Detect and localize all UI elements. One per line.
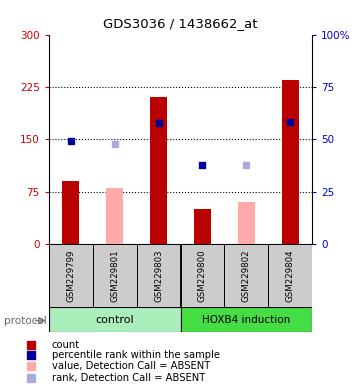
Text: GSM229799: GSM229799 <box>66 249 75 302</box>
Text: GSM229804: GSM229804 <box>286 249 295 302</box>
Text: count: count <box>52 339 80 350</box>
Text: value, Detection Call = ABSENT: value, Detection Call = ABSENT <box>52 361 210 371</box>
Bar <box>238 202 255 244</box>
Bar <box>180 244 225 307</box>
Text: percentile rank within the sample: percentile rank within the sample <box>52 350 219 360</box>
Text: GSM229800: GSM229800 <box>198 249 207 302</box>
Bar <box>150 98 167 244</box>
Bar <box>225 244 268 307</box>
Bar <box>136 244 180 307</box>
Text: rank, Detection Call = ABSENT: rank, Detection Call = ABSENT <box>52 373 205 383</box>
Bar <box>268 244 312 307</box>
Bar <box>49 307 180 332</box>
Text: GSM229803: GSM229803 <box>154 249 163 302</box>
Text: GSM229801: GSM229801 <box>110 249 119 302</box>
Bar <box>62 181 79 244</box>
Bar <box>49 244 93 307</box>
Bar <box>282 80 299 244</box>
Text: GDS3036 / 1438662_at: GDS3036 / 1438662_at <box>103 17 258 30</box>
Bar <box>93 244 136 307</box>
Text: control: control <box>95 314 134 325</box>
Text: protocol: protocol <box>4 316 46 326</box>
Text: HOXB4 induction: HOXB4 induction <box>202 314 291 325</box>
Text: GSM229802: GSM229802 <box>242 249 251 302</box>
Bar <box>193 209 211 244</box>
Bar <box>106 188 123 244</box>
Bar <box>180 307 312 332</box>
